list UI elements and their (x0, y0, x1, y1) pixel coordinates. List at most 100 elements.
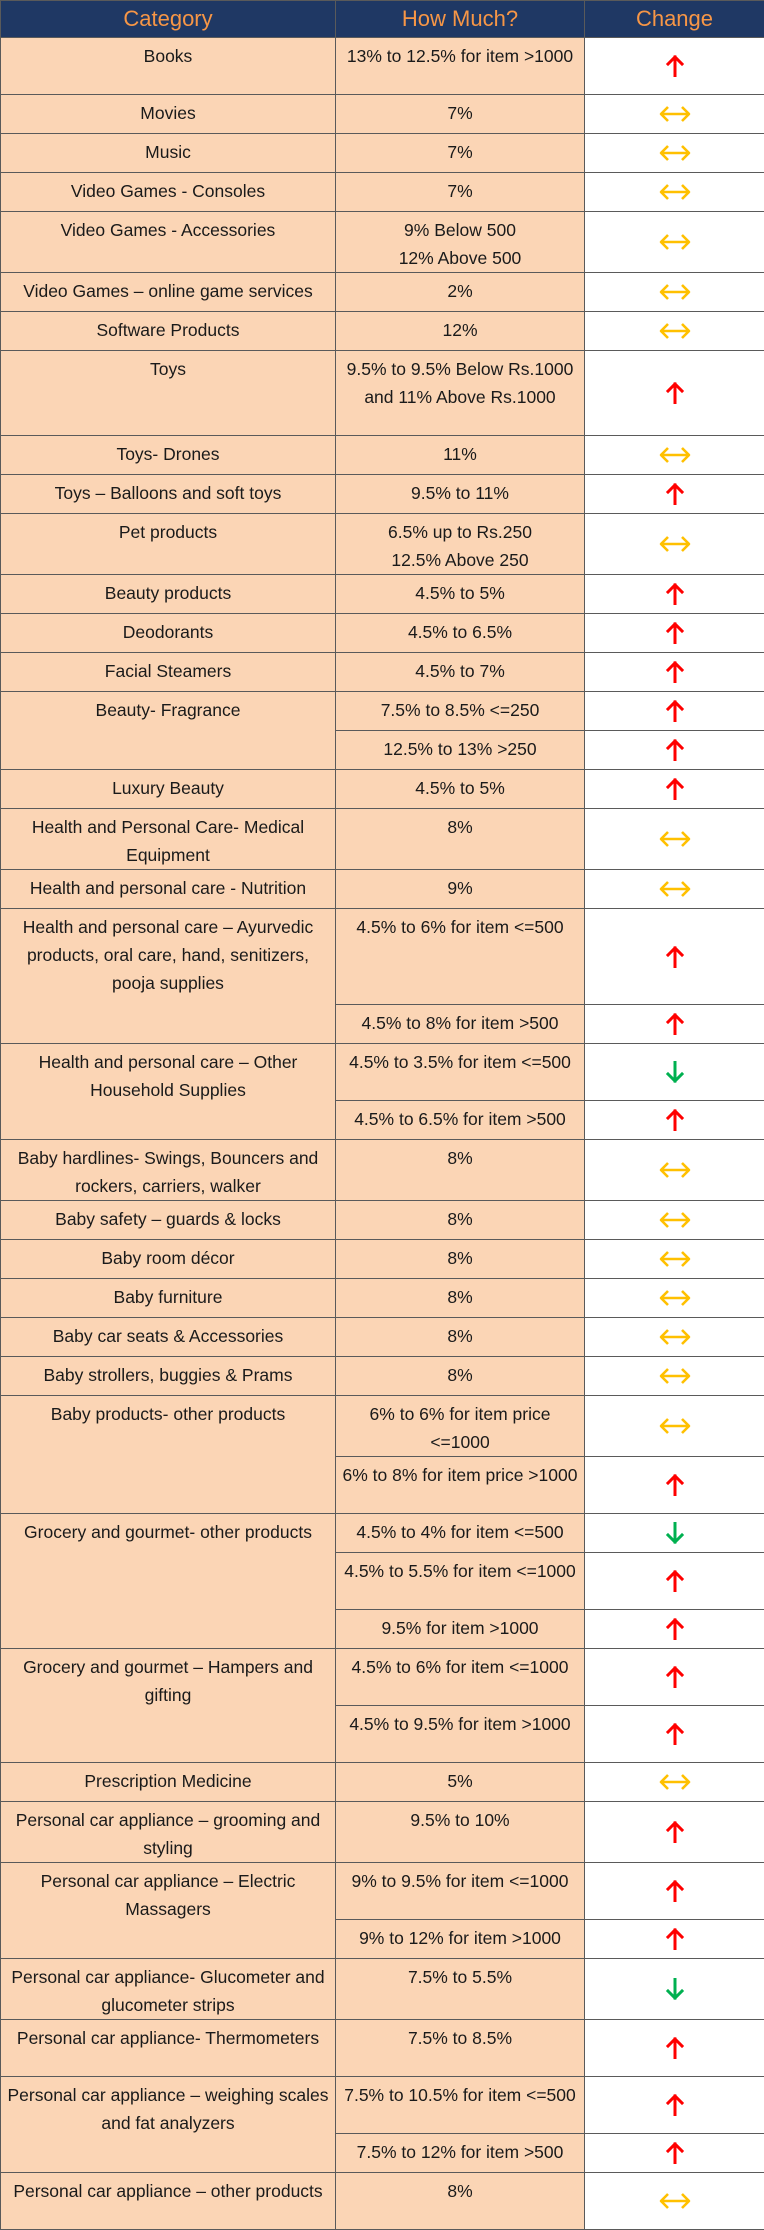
fee-amount-cell: 4.5% to 6.5% for item >500 (336, 1101, 585, 1140)
arrow-left-right-icon (585, 880, 764, 898)
change-cell (585, 38, 764, 95)
arrow-left-right-icon (585, 322, 764, 340)
table-row: Health and personal care – Ayurvedic pro… (1, 909, 764, 1005)
change-cell (585, 1514, 764, 1553)
arrow-up-icon (585, 661, 764, 683)
change-cell (585, 770, 764, 809)
fee-amount-cell: 4.5% to 9.5% for item >1000 (336, 1706, 585, 1763)
fee-amount-cell: 7% (336, 95, 585, 134)
arrow-up-icon (585, 1013, 764, 1035)
arrow-left-right-icon (585, 1289, 764, 1307)
arrow-left-right-icon (585, 1250, 764, 1268)
arrow-left-right-icon (585, 535, 764, 553)
category-cell: Facial Steamers (1, 653, 336, 692)
fee-amount-cell: 9.5% for item >1000 (336, 1610, 585, 1649)
category-cell: Personal car appliance – Electric Massag… (1, 1863, 336, 1959)
category-cell: Health and personal care - Nutrition (1, 870, 336, 909)
arrow-left-right-icon (585, 446, 764, 464)
table-row: Personal car appliance – weighing scales… (1, 2077, 764, 2134)
fee-amount-cell: 4.5% to 6% for item <=1000 (336, 1649, 585, 1706)
change-cell (585, 2173, 764, 2230)
category-cell: Baby furniture (1, 1279, 336, 1318)
change-cell (585, 1706, 764, 1763)
table-row: Personal car appliance- Glucometer and g… (1, 1959, 764, 2020)
change-cell (585, 870, 764, 909)
arrow-up-icon (585, 1821, 764, 1843)
category-cell: Toys- Drones (1, 436, 336, 475)
fee-amount-cell: 9% to 9.5% for item <=1000 (336, 1863, 585, 1920)
fee-amount-cell: 8% (336, 1201, 585, 1240)
change-cell (585, 475, 764, 514)
category-cell: Toys – Balloons and soft toys (1, 475, 336, 514)
category-cell: Beauty products (1, 575, 336, 614)
arrow-left-right-icon (585, 144, 764, 162)
fee-amount-cell: 2% (336, 273, 585, 312)
fee-amount-cell: 4.5% to 7% (336, 653, 585, 692)
arrow-up-icon (585, 1570, 764, 1592)
arrow-up-icon (585, 1666, 764, 1688)
fee-amount-cell: 8% (336, 1140, 585, 1201)
change-cell (585, 809, 764, 870)
change-cell (585, 212, 764, 273)
change-cell (585, 575, 764, 614)
change-cell (585, 514, 764, 575)
category-cell: Personal car appliance – weighing scales… (1, 2077, 336, 2173)
change-cell (585, 614, 764, 653)
change-cell (585, 1240, 764, 1279)
change-cell (585, 653, 764, 692)
header-how-much: How Much? (336, 1, 585, 38)
arrow-left-right-icon (585, 1773, 764, 1791)
fee-amount-cell: 8% (336, 809, 585, 870)
fee-amount-cell: 7.5% to 12% for item >500 (336, 2134, 585, 2173)
change-cell (585, 1357, 764, 1396)
change-cell (585, 692, 764, 731)
change-cell (585, 1802, 764, 1863)
arrow-left-right-icon (585, 183, 764, 201)
fee-amount-cell: 8% (336, 1357, 585, 1396)
category-cell: Health and personal care – Other Househo… (1, 1044, 336, 1140)
change-cell (585, 1863, 764, 1920)
arrow-left-right-icon (585, 105, 764, 123)
change-cell (585, 273, 764, 312)
arrow-up-icon (585, 739, 764, 761)
arrow-left-right-icon (585, 830, 764, 848)
change-cell (585, 2134, 764, 2173)
category-cell: Grocery and gourmet – Hampers and giftin… (1, 1649, 336, 1763)
change-cell (585, 731, 764, 770)
category-cell: Luxury Beauty (1, 770, 336, 809)
change-cell (585, 1279, 764, 1318)
category-cell: Baby room décor (1, 1240, 336, 1279)
arrow-up-icon (585, 778, 764, 800)
change-cell (585, 95, 764, 134)
fee-amount-cell: 7% (336, 173, 585, 212)
fee-amount-cell: 8% (336, 1279, 585, 1318)
fee-amount-cell: 9% (336, 870, 585, 909)
change-cell (585, 1140, 764, 1201)
category-cell: Movies (1, 95, 336, 134)
arrow-up-icon (585, 1474, 764, 1496)
arrow-left-right-icon (585, 1367, 764, 1385)
fee-amount-cell: 12.5% to 13% >250 (336, 731, 585, 770)
category-cell: Pet products (1, 514, 336, 575)
fee-amount-cell: 4.5% to 3.5% for item <=500 (336, 1044, 585, 1101)
fee-amount-cell: 9% Below 500 12% Above 500 (336, 212, 585, 273)
category-cell: Beauty- Fragrance (1, 692, 336, 770)
arrow-left-right-icon (585, 1417, 764, 1435)
category-cell: Toys (1, 351, 336, 436)
arrow-left-right-icon (585, 1161, 764, 1179)
table-row: Grocery and gourmet – Hampers and giftin… (1, 1649, 764, 1706)
arrow-up-icon (585, 2094, 764, 2116)
